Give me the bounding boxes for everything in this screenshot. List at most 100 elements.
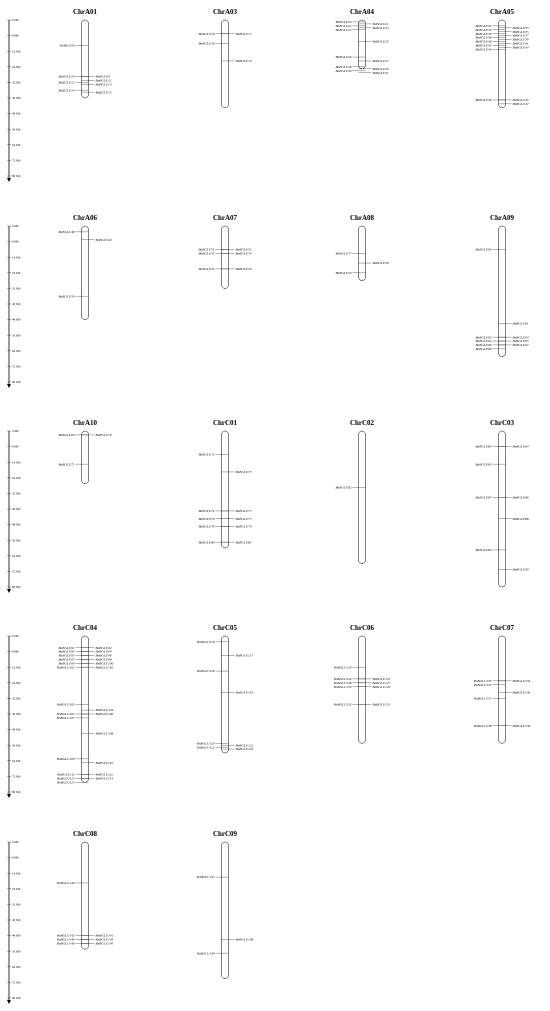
gene-label: BnBGLU62 bbox=[475, 335, 491, 339]
gene-marker: BnBGLU60 bbox=[475, 248, 506, 252]
gene-label: BnBGLU67 bbox=[513, 343, 529, 347]
scale-tick-label: 64 Mb bbox=[12, 143, 21, 147]
gene-label: BnBGLU105 bbox=[57, 712, 75, 716]
chromosome-chra10: ChrA10 BnBGLU69 BnBGLU71 BnBGLU70 bbox=[58, 419, 112, 484]
chromosome-chrc01: ChrC01 BnBGLU72 BnBGLU74 BnBGLU76 BnBGLU78 Bn… bbox=[198, 419, 252, 549]
scale-tick-label: 16 Mb bbox=[12, 460, 21, 464]
gene-label: BnBGLU123 bbox=[236, 747, 254, 751]
gene-label: BnBGLU120 bbox=[197, 741, 215, 745]
chromosome-bar bbox=[81, 430, 89, 484]
scale-tick-label: 80 Mb bbox=[12, 380, 21, 384]
gene-marker: BnBGLU85 bbox=[475, 462, 506, 466]
scale-tick-label: 24 Mb bbox=[12, 65, 21, 69]
gene-marker: BnBGLU33 bbox=[498, 26, 529, 30]
chromosome-bar bbox=[358, 19, 366, 69]
gene-label: BnBGLU112 bbox=[96, 773, 114, 777]
gene-label: BnBGLU143 bbox=[96, 938, 114, 942]
gene-label: BnBGLU128 bbox=[334, 681, 352, 685]
gene-label: BnBGLU78 bbox=[198, 525, 214, 529]
gene-label: BnBGLU93 bbox=[58, 650, 74, 654]
gene-label: BnBGLU52 bbox=[236, 248, 252, 252]
gene-marker: BnBGLU13 bbox=[81, 82, 112, 86]
scale-arrow-icon bbox=[7, 589, 11, 593]
gene-marker: BnBGLU49 bbox=[81, 238, 112, 242]
gene-marker: BnBGLU27 bbox=[358, 59, 389, 63]
gene-label: BnBGLU51 bbox=[198, 248, 214, 252]
gene-marker: BnBGLU124 bbox=[334, 665, 366, 669]
gene-marker: BnBGLU70 bbox=[81, 433, 112, 437]
gene-label: BnBGLU137 bbox=[474, 697, 492, 701]
scale-tick-label: 72 Mb bbox=[12, 365, 21, 369]
gene-marker: BnBGLU19 bbox=[221, 59, 252, 63]
gene-label: BnBGLU146 bbox=[57, 942, 75, 946]
gene-marker: BnBGLU63 bbox=[498, 335, 529, 339]
gene-marker: BnBGLU47 bbox=[498, 102, 529, 106]
gene-marker: BnBGLU21 bbox=[358, 22, 389, 26]
gene-label: BnBGLU11 bbox=[96, 79, 112, 83]
gene-label: BnBGLU47 bbox=[513, 102, 529, 106]
gene-marker: BnBGLU149 bbox=[197, 951, 229, 955]
scale-tick-label: 56 Mb bbox=[12, 949, 21, 953]
chromosome-bar bbox=[221, 19, 229, 108]
gene-label: BnBGLU117 bbox=[236, 654, 254, 658]
scale-arrow-icon bbox=[7, 178, 11, 182]
gene-label: BnBGLU142 bbox=[57, 934, 75, 938]
gene-label: BnBGLU141 bbox=[96, 934, 114, 938]
gene-marker: BnBGLU23 bbox=[358, 26, 389, 30]
gene-label: BnBGLU104 bbox=[96, 708, 114, 712]
chromosome-title: ChrC08 bbox=[73, 830, 98, 838]
gene-label: BnBGLU87 bbox=[475, 495, 491, 499]
scale-tick-label: 0 Mb bbox=[12, 634, 19, 638]
gene-marker: BnBGLU17 bbox=[221, 32, 252, 36]
gene-marker: BnBGLU71 bbox=[58, 462, 89, 466]
scale-tick-label: 32 Mb bbox=[12, 697, 21, 701]
gene-marker: BnBGLU25 bbox=[358, 40, 389, 44]
gene-label: BnBGLU136 bbox=[513, 691, 531, 695]
gene-label: BnBGLU115 bbox=[57, 780, 75, 784]
chromosome-title: ChrA10 bbox=[73, 419, 98, 427]
gene-label: BnBGLU131 bbox=[373, 702, 391, 706]
chromosome-title: ChrA07 bbox=[213, 214, 238, 222]
gene-marker: BnBGLU125 bbox=[358, 677, 391, 681]
gene-marker: BnBGLU143 bbox=[81, 938, 114, 942]
gene-label: BnBGLU14 bbox=[58, 88, 74, 92]
chromosome-chra05: ChrA05BnBGLU32BnBGLU34BnBGLU36BnBGLU38Bn… bbox=[475, 8, 529, 108]
gene-label: BnBGLU83 bbox=[475, 445, 491, 449]
gene-marker: BnBGLU67 bbox=[498, 343, 529, 347]
gene-marker: BnBGLU134 bbox=[498, 679, 531, 683]
gene-marker: BnBGLU73 bbox=[221, 470, 252, 474]
scale-tick-label: 80 Mb bbox=[12, 585, 21, 589]
scale-tick-label: 64 Mb bbox=[12, 759, 21, 763]
chromosome-chra03: ChrA03 BnBGLU16 BnBGLU18 BnBGLU17 BnBGLU19 bbox=[198, 8, 252, 108]
chromosome-chra07: ChrA07BnBGLU51BnBGLU53BnBGLU55BnBGLU52Bn… bbox=[198, 214, 252, 289]
gene-label: BnBGLU77 bbox=[236, 517, 252, 521]
scale-tick-label: 72 Mb bbox=[12, 570, 21, 574]
gene-marker: BnBGLU110 bbox=[81, 761, 113, 765]
gene-label: BnBGLU64 bbox=[475, 339, 491, 343]
gene-label: BnBGLU132 bbox=[334, 702, 352, 706]
gene-marker: BnBGLU45 bbox=[498, 98, 529, 102]
gene-marker: BnBGLU135 bbox=[474, 683, 506, 687]
gene-marker: BnBGLU102 bbox=[81, 665, 114, 669]
scale-tick-label: 64 Mb bbox=[12, 554, 21, 558]
scale-bar: 0 Mb 8 Mb 16 Mb 24 Mb 32 Mb 40 Mb 48 Mb 56 Mb 64… bbox=[7, 634, 21, 798]
gene-label: BnBGLU56 bbox=[236, 267, 252, 271]
chromosome-chra09: ChrA09BnBGLU60BnBGLU62BnBGLU64BnBGLU66Bn… bbox=[475, 214, 529, 357]
scale-tick-label: 24 Mb bbox=[12, 271, 21, 275]
gene-label: BnBGLU75 bbox=[236, 509, 252, 513]
chromosome-title: ChrA06 bbox=[73, 214, 98, 222]
gene-marker: BnBGLU14 bbox=[58, 88, 89, 92]
gene-label: BnBGLU13 bbox=[96, 82, 112, 86]
gene-label: BnBGLU79 bbox=[236, 525, 252, 529]
chromosome-bar bbox=[358, 430, 366, 564]
scale-tick-label: 0 Mb bbox=[12, 840, 19, 844]
gene-label: BnBGLU98 bbox=[96, 658, 112, 662]
gene-label: BnBGLU96 bbox=[96, 654, 112, 658]
gene-label: BnBGLU130 bbox=[334, 685, 352, 689]
gene-marker: BnBGLU109 bbox=[57, 757, 89, 761]
gene-label: BnBGLU41 bbox=[513, 42, 529, 46]
gene-label: BnBGLU121 bbox=[236, 743, 254, 747]
gene-marker: BnBGLU41 bbox=[498, 42, 529, 46]
gene-label: BnBGLU118 bbox=[197, 669, 215, 673]
chromosome-bar bbox=[81, 841, 89, 950]
